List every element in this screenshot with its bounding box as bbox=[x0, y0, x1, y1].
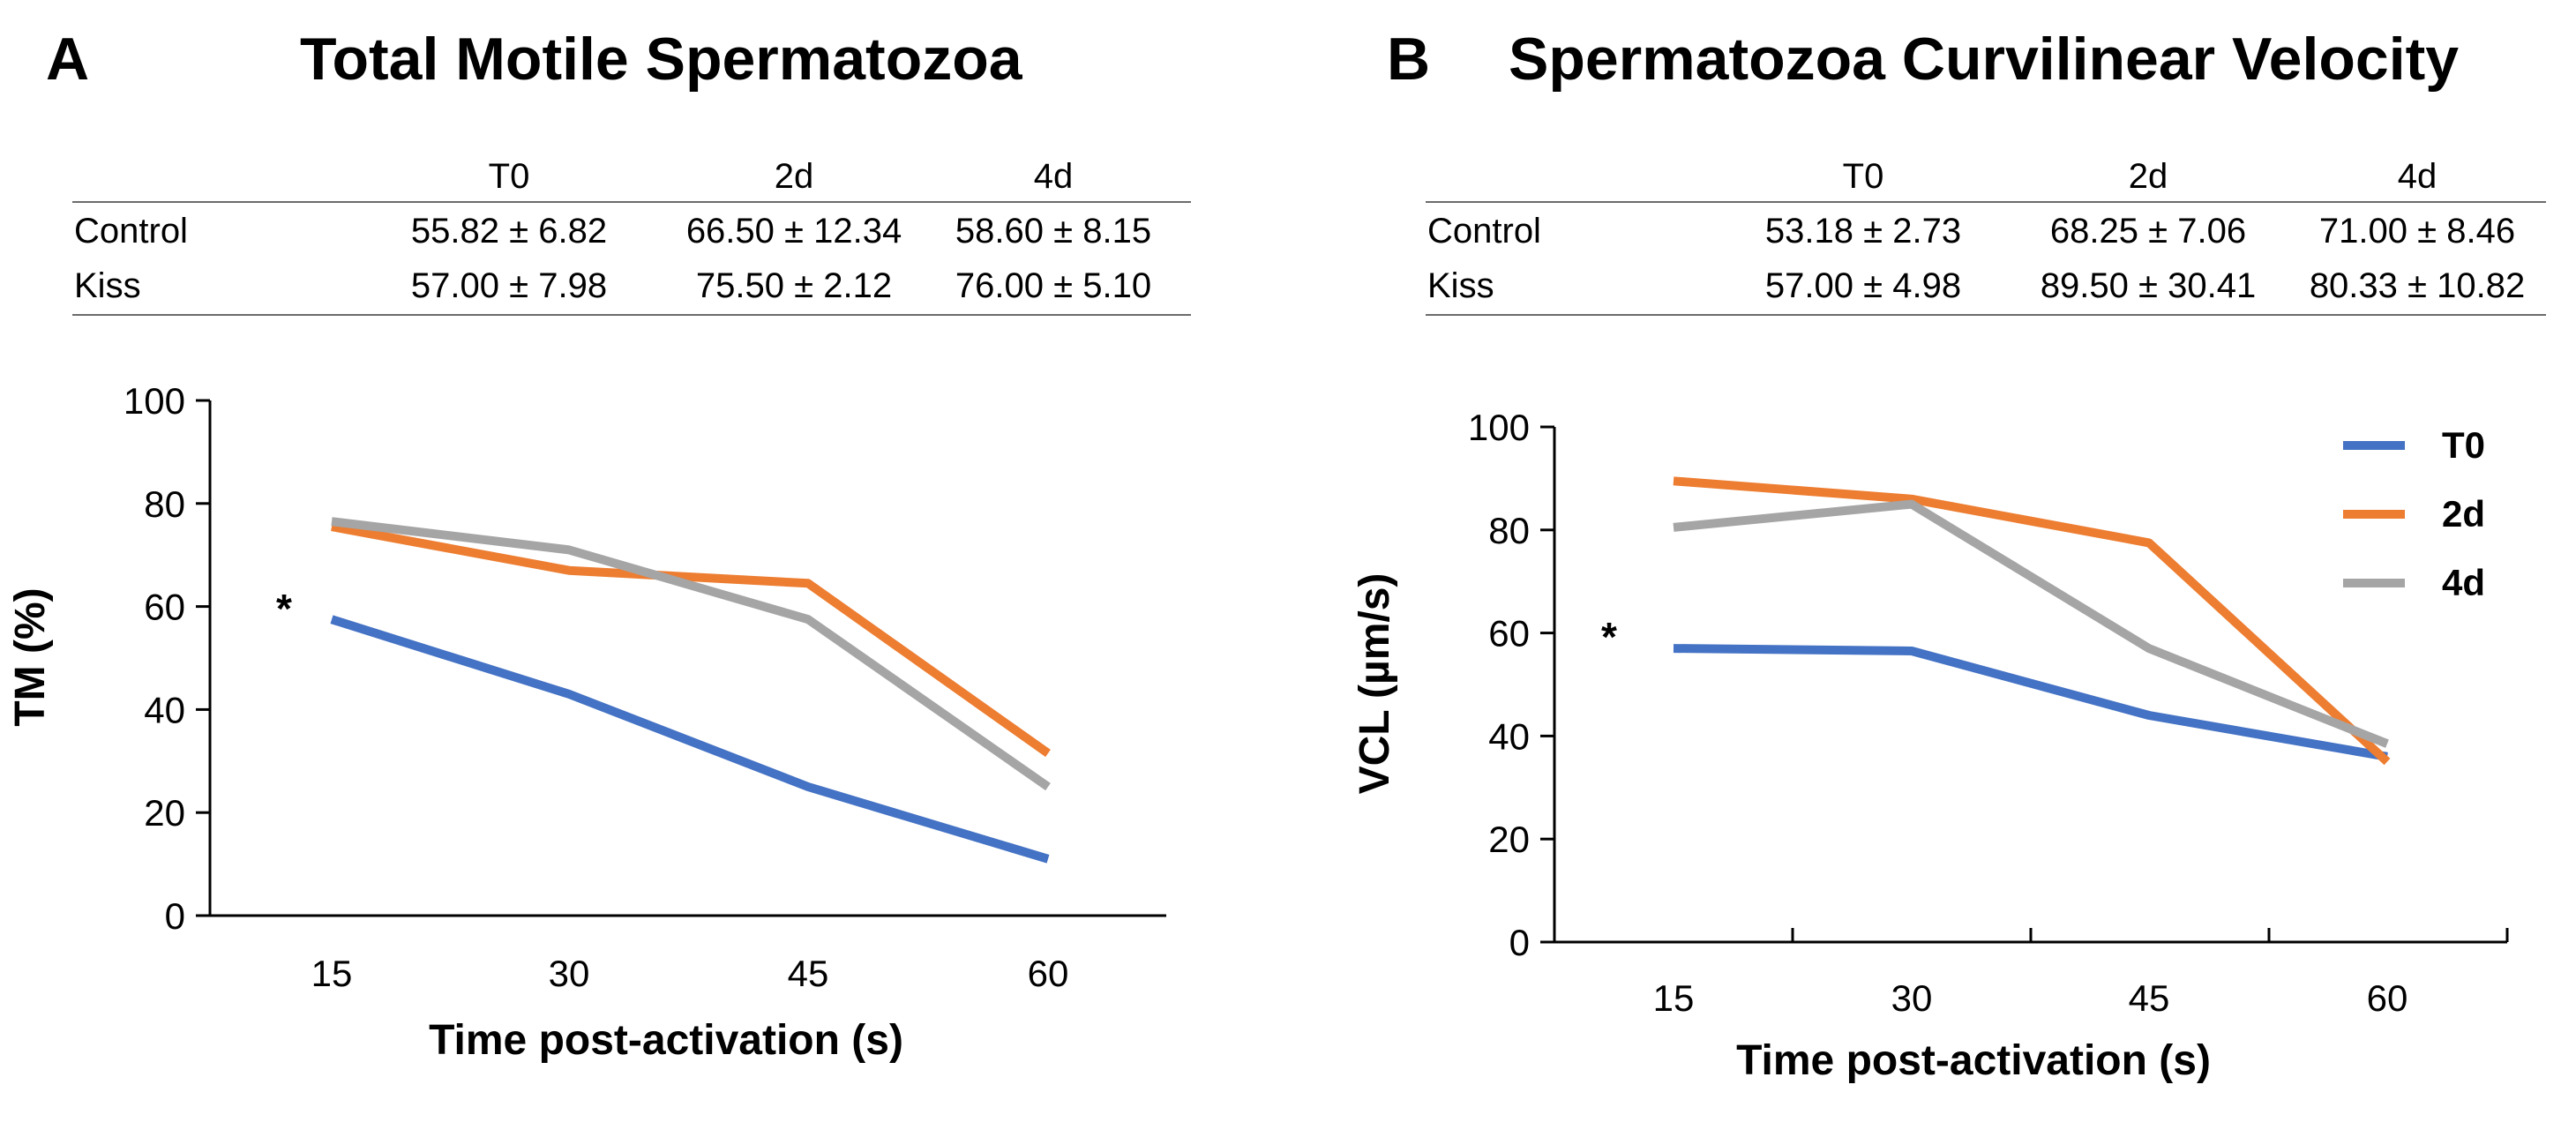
series-line-t0 bbox=[330, 615, 1050, 864]
table-rule-bottom bbox=[72, 314, 1191, 316]
table-col-header: 4d bbox=[1033, 157, 1074, 196]
panel-title: Total Motile Spermatozoa bbox=[300, 26, 1022, 93]
stats-table: T0 2d 4d Control 53.18 ± 2.73 68.25 ± 7.… bbox=[1426, 148, 2546, 316]
y-tick-label: 0 bbox=[1509, 922, 1530, 963]
y-tick-label: 0 bbox=[165, 895, 185, 937]
x-axis-title: Time post-activation (s) bbox=[429, 1017, 903, 1064]
chart-b: 0 20 40 60 80 100 15 30 45 60 Time post-activation… bbox=[1352, 407, 2509, 1084]
table-col-header: T0 bbox=[1842, 157, 1884, 196]
y-tick-label: 100 bbox=[124, 380, 185, 422]
y-tick-label: 40 bbox=[144, 689, 185, 730]
y-tick-label: 20 bbox=[1488, 819, 1530, 860]
y-tick-label: 80 bbox=[1488, 510, 1530, 551]
table-col-header: T0 bbox=[488, 157, 530, 196]
legend-label: T0 bbox=[2442, 424, 2485, 466]
table-col-header: 2d bbox=[774, 157, 814, 196]
x-tick-label: 45 bbox=[2129, 977, 2170, 1019]
legend-label: 2d bbox=[2442, 493, 2485, 535]
series-line-4d bbox=[331, 517, 1051, 791]
x-tick-label: 15 bbox=[311, 953, 353, 994]
table-cell: 76.00 ± 5.10 bbox=[955, 266, 1152, 305]
x-tick-label: 60 bbox=[2367, 977, 2408, 1019]
table-cell: 57.00 ± 7.98 bbox=[410, 266, 608, 305]
table-cell: 89.50 ± 30.41 bbox=[2040, 266, 2257, 305]
x-tick-label: 30 bbox=[1891, 977, 1933, 1019]
table-cell: 57.00 ± 4.98 bbox=[1764, 266, 1962, 305]
panel-a: A Total Motile Spermatozoa T0 2d 4d Cont… bbox=[7, 26, 1191, 1064]
x-tick-label: 60 bbox=[1028, 953, 1069, 994]
table-cell: 80.33 ± 10.82 bbox=[2309, 266, 2526, 305]
stats-table: T0 2d 4d Control 55.82 ± 6.82 66.50 ± 12… bbox=[72, 148, 1191, 316]
y-tick-label: 80 bbox=[144, 483, 185, 525]
y-tick-label: 60 bbox=[1488, 613, 1530, 655]
chart-a: 0 20 40 60 80 100 15 30 45 60 Time post-activation… bbox=[7, 380, 1166, 1064]
table-row-label: Control bbox=[1427, 212, 1541, 251]
significance-asterisk: * bbox=[1601, 614, 1617, 660]
table-rule-top bbox=[72, 201, 1191, 203]
table-cell: 53.18 ± 2.73 bbox=[1764, 212, 1962, 251]
y-axis-title: TM (%) bbox=[7, 587, 54, 726]
table-col-header: 2d bbox=[2128, 157, 2168, 196]
x-tick-label: 30 bbox=[549, 953, 590, 994]
significance-asterisk: * bbox=[276, 586, 292, 632]
table-rule-top bbox=[1426, 201, 2546, 203]
series-line-2d bbox=[331, 522, 1051, 758]
series-line-t0 bbox=[1673, 644, 2388, 761]
table-cell: 68.25 ± 7.06 bbox=[2049, 212, 2247, 251]
table-row-label: Kiss bbox=[74, 266, 141, 305]
panel-letter: B bbox=[1387, 26, 1431, 93]
y-tick-label: 60 bbox=[144, 587, 185, 628]
table-cell: 75.50 ± 2.12 bbox=[695, 266, 893, 305]
y-axis-title: VCL (µm/s) bbox=[1352, 573, 1398, 795]
table-cell: 66.50 ± 12.34 bbox=[685, 212, 902, 251]
table-rule-bottom bbox=[1426, 314, 2546, 316]
table-cell: 55.82 ± 6.82 bbox=[410, 212, 608, 251]
table-cell: 71.00 ± 8.46 bbox=[2318, 212, 2516, 251]
table-row-label: Kiss bbox=[1427, 266, 1494, 305]
table-row-label: Control bbox=[74, 212, 188, 251]
table-cell: 58.60 ± 8.15 bbox=[955, 212, 1152, 251]
table-col-header: 4d bbox=[2397, 157, 2437, 196]
legend-label: 4d bbox=[2442, 562, 2485, 603]
series-line-2d bbox=[1673, 476, 2391, 766]
y-tick-label: 100 bbox=[1468, 407, 1530, 448]
y-tick-label: 20 bbox=[144, 792, 185, 834]
x-tick-label: 45 bbox=[788, 953, 829, 994]
x-axis-title: Time post-activation (s) bbox=[1736, 1037, 2211, 1084]
panel-letter: A bbox=[46, 26, 90, 93]
series-line-4d bbox=[1673, 499, 2389, 748]
y-tick-label: 40 bbox=[1488, 715, 1530, 757]
x-tick-label: 15 bbox=[1653, 977, 1695, 1019]
panel-b: B Spermatozoa Curvilinear Velocity T0 2d… bbox=[1288, 0, 2576, 1137]
panel-title: Spermatozoa Curvilinear Velocity bbox=[1509, 26, 2460, 93]
